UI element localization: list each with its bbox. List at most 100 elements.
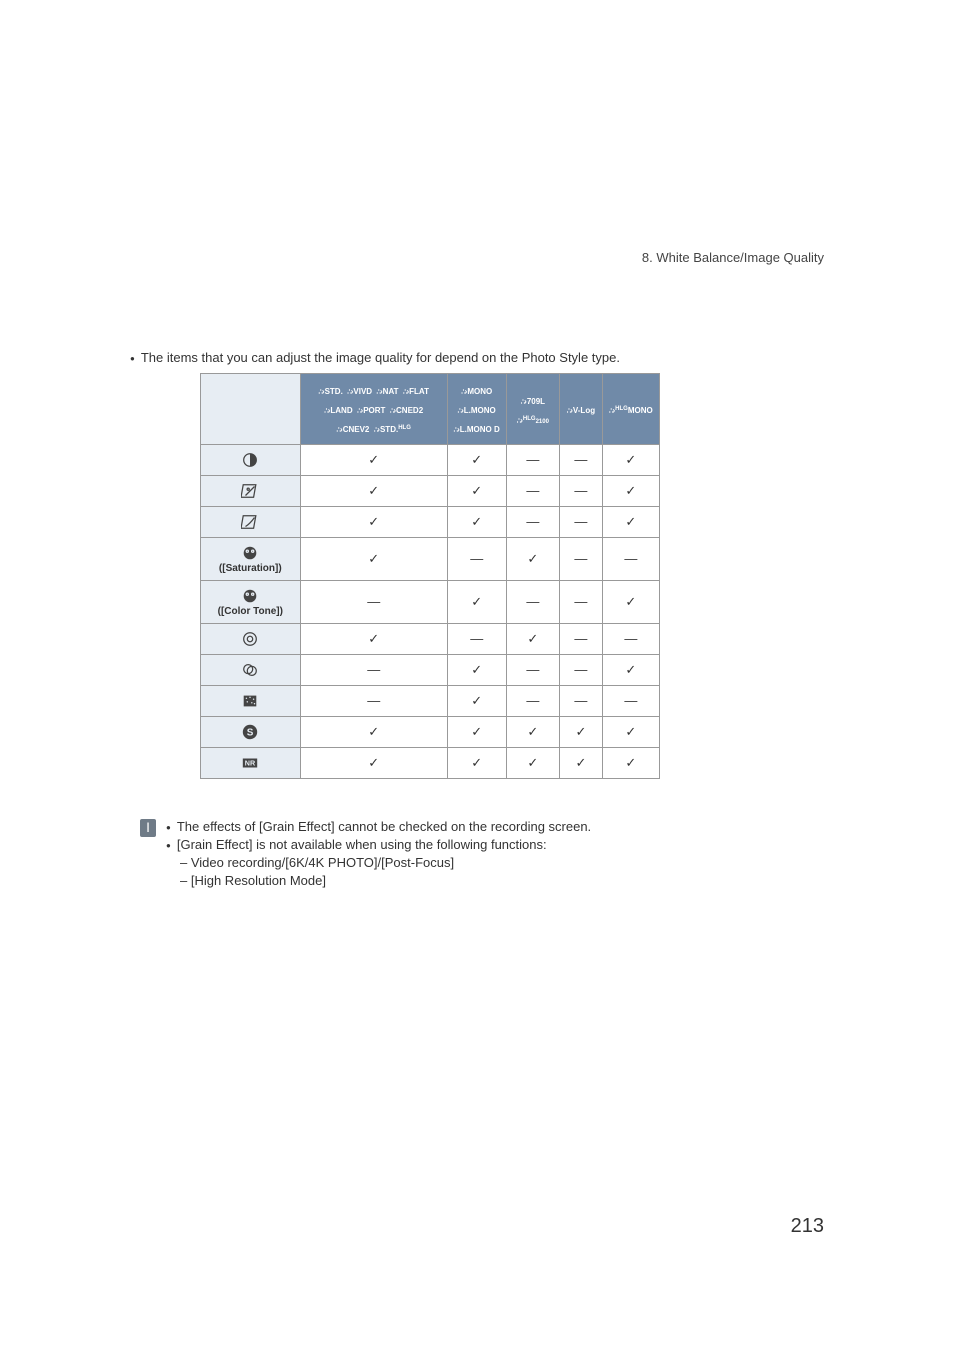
ps-std: ∴›STD. [318,387,342,397]
table-cell: — [300,580,447,623]
table-cell: ✓ [506,747,560,778]
table-corner [201,374,301,445]
chapter-heading: 8. White Balance/Image Quality [642,250,824,265]
table-cell: ✓ [447,747,506,778]
row-header-filter [201,654,301,685]
table-cell: — [506,580,560,623]
ps-stdhlg: ∴›STD.HLG [374,425,411,435]
bullet-icon: ● [166,823,171,832]
table-cell: ✓ [506,623,560,654]
table-cell: — [560,623,603,654]
notes-text: ●The effects of [Grain Effect] cannot be… [166,819,591,891]
table-cell: ✓ [602,506,659,537]
table-cell: ✓ [602,747,659,778]
row-header-highlight [201,475,301,506]
table-cell: — [560,444,603,475]
table-cell: — [560,685,603,716]
table-cell: ✓ [447,444,506,475]
table-cell: ✓ [602,475,659,506]
table-cell: — [560,580,603,623]
note-line-2: [Grain Effect] is not available when usi… [177,837,547,852]
page: 8. White Balance/Image Quality ● The item… [0,0,954,1348]
table-cell: ✓ [300,506,447,537]
table-cell: ✓ [560,716,603,747]
table-cell: ✓ [300,623,447,654]
filter-icon [241,661,259,679]
ps-port: ∴›PORT [357,406,385,416]
table-cell: ✓ [300,537,447,580]
table-cell: — [506,506,560,537]
table-cell: ✓ [602,716,659,747]
grain-icon [241,692,259,710]
bullet-icon: ● [130,354,135,363]
table-cell: — [447,537,506,580]
table-row: ✓—✓—— [201,623,660,654]
table-cell: ✓ [506,537,560,580]
table-cell: — [602,537,659,580]
colortone-icon [241,587,259,605]
col-header-hlgmono: ∴›HLGMONO [602,374,659,445]
col-header-vlog: ∴›V-Log [560,374,603,445]
table-cell: — [560,475,603,506]
table-row: ([Color Tone])—✓——✓ [201,580,660,623]
table-cell: — [560,654,603,685]
photo-style-table: ∴›STD. ∴›VIVD ∴›NAT ∴›FLAT ∴›LAND ∴›PORT… [200,373,660,779]
row-header-colortone: ([Color Tone]) [201,580,301,623]
highlight-icon [241,482,259,500]
saturation-icon [241,544,259,562]
col-header-mono-group: ∴›MONO ∴›L.MONO ∴›L.MONO D [447,374,506,445]
ps-cnev2: ∴›CNEV2 [337,425,370,435]
table-cell: ✓ [447,580,506,623]
table-cell: ✓ [560,747,603,778]
table-cell: — [602,623,659,654]
table-row: ([Saturation])✓—✓—— [201,537,660,580]
svg-text:NR: NR [245,758,256,767]
table-cell: — [602,685,659,716]
ps-vlog: ∴›V-Log [567,406,595,415]
table-row: ✓✓——✓ [201,506,660,537]
table-cell: ✓ [447,506,506,537]
ps-2100: ∴›HLG2100 [517,416,549,426]
row-header-saturation: ([Saturation]) [201,537,301,580]
table-cell: ✓ [602,654,659,685]
table-cell: — [506,685,560,716]
table-cell: — [560,506,603,537]
table-cell: ✓ [602,444,659,475]
table-cell: — [300,685,447,716]
table-cell: — [506,654,560,685]
col-header-709-group: ∴›709L ∴›HLG2100 [506,374,560,445]
row-header-sharp: S [201,716,301,747]
table-cell: ✓ [602,580,659,623]
table-cell: ✓ [300,475,447,506]
bullet-icon: ● [166,841,171,850]
table-cell: — [300,654,447,685]
col-header-std-group: ∴›STD. ∴›VIVD ∴›NAT ∴›FLAT ∴›LAND ∴›PORT… [300,374,447,445]
table-row: NR✓✓✓✓✓ [201,747,660,778]
ps-lmonod: ∴›L.MONO D [454,425,500,435]
table-cell: — [447,623,506,654]
row-header-grain [201,685,301,716]
row-label: ([Color Tone]) [218,606,283,617]
note-line-2b: – [High Resolution Mode] [180,873,326,888]
row-header-shadow [201,506,301,537]
note-line-2a: – Video recording/[6K/4K PHOTO]/[Post-Fo… [180,855,454,870]
table-cell: ✓ [300,747,447,778]
sharp-icon: S [241,723,259,741]
row-header-contrast [201,444,301,475]
ps-land: ∴›LAND [324,406,352,416]
shadow-icon [241,513,259,531]
table-cell: ✓ [447,716,506,747]
nr-icon: NR [241,754,259,772]
ps-cned2: ∴›CNED2 [390,406,423,416]
intro-text: The items that you can adjust the image … [141,350,620,365]
table-row: —✓——— [201,685,660,716]
svg-text:S: S [247,727,254,738]
row-label: ([Saturation]) [219,563,282,574]
table-row: ✓✓——✓ [201,444,660,475]
ps-lmono: ∴›L.MONO [458,406,496,416]
table-cell: — [560,537,603,580]
table-cell: — [506,475,560,506]
row-header-nr: NR [201,747,301,778]
table-cell: ✓ [300,716,447,747]
hue-icon [241,630,259,648]
